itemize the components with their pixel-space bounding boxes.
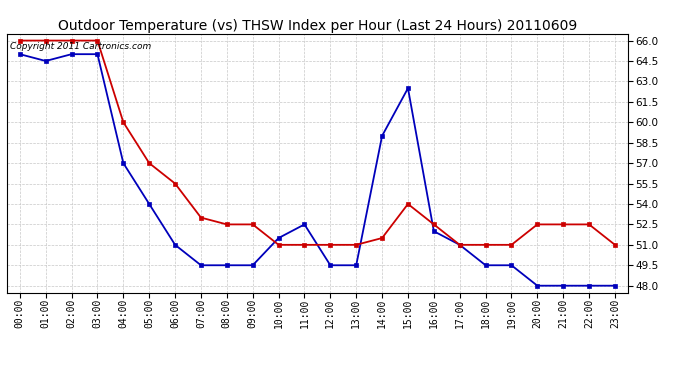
Title: Outdoor Temperature (vs) THSW Index per Hour (Last 24 Hours) 20110609: Outdoor Temperature (vs) THSW Index per …	[58, 19, 577, 33]
Text: Copyright 2011 Cartronics.com: Copyright 2011 Cartronics.com	[10, 42, 151, 51]
